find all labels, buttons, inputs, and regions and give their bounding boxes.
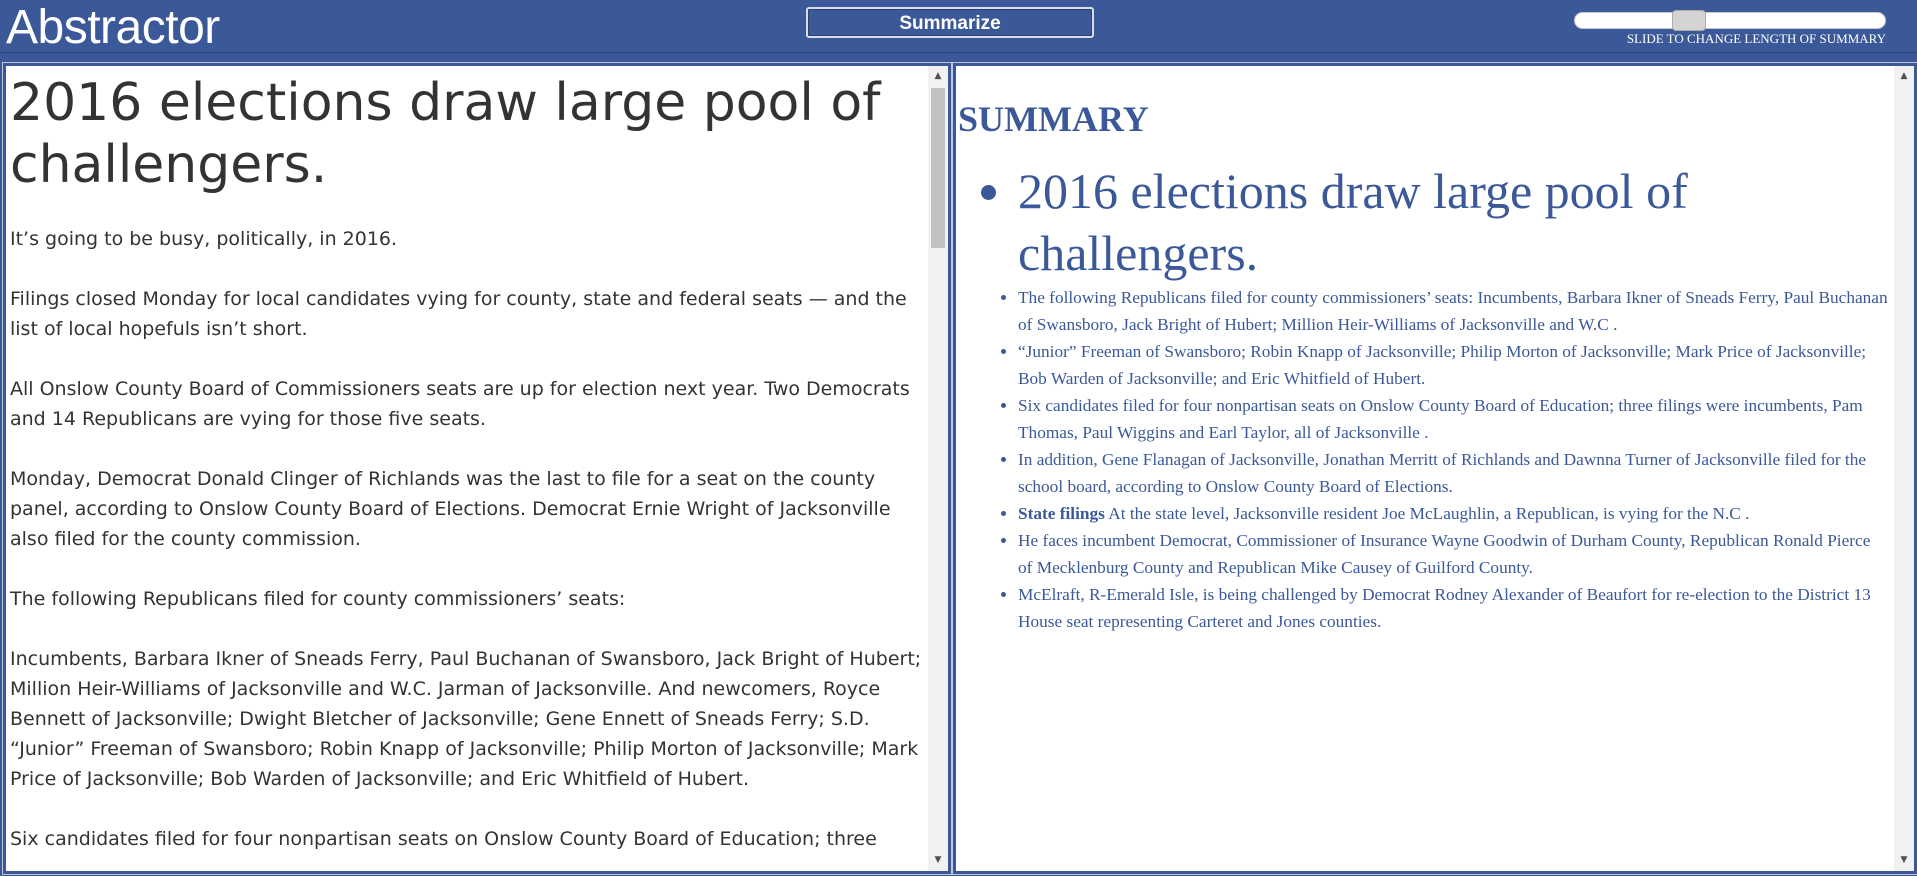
summary-scrollbar[interactable]: ▲ ▼ [1894,66,1914,871]
summary-list: 2016 elections draw large pool of challe… [958,160,1888,635]
summary-item: The following Republicans filed for coun… [1018,284,1888,338]
summary-item: He faces incumbent Democrat, Commissione… [1018,527,1888,581]
article-paragraph: All Onslow County Board of Commissioners… [10,378,910,430]
article-headline: 2016 elections draw large pool of challe… [10,73,881,195]
summarize-button[interactable]: Summarize [806,7,1094,38]
summary-item: State filings At the state level, Jackso… [1018,500,1888,527]
article-paragraph: Filings closed Monday for local candidat… [10,288,907,340]
article-scrollbar[interactable]: ▲ ▼ [928,66,948,871]
slider-handle[interactable] [1672,10,1706,31]
article-panel[interactable]: 2016 elections draw large pool of challe… [3,63,951,874]
summary-length-slider[interactable] [1574,10,1886,31]
article-paragraph: Monday, Democrat Donald Clinger of Richl… [10,468,891,550]
article-paragraph: Six candidates filed for four nonpartisa… [10,828,877,850]
summary-content: SUMMARY 2016 elections draw large pool o… [958,66,1888,635]
scroll-up-icon[interactable]: ▲ [934,71,942,81]
scroll-down-icon[interactable]: ▼ [934,855,942,865]
scroll-up-icon[interactable]: ▲ [1900,71,1908,81]
top-bar: Abstractor Summarize SLIDE TO CHANGE LEN… [0,0,1917,54]
scroll-down-icon[interactable]: ▼ [1900,855,1908,865]
summary-item-text: At the state level, Jacksonville residen… [1108,504,1750,523]
article-paragraph: Incumbents, Barbara Ikner of Sneads Ferr… [10,648,922,790]
summary-item: “Junior” Freeman of Swansboro; Robin Kna… [1018,338,1888,392]
article-paragraph: It’s going to be busy, politically, in 2… [10,228,398,250]
summary-bold-prefix: State filings [1018,504,1105,523]
article-paragraph: The following Republicans filed for coun… [10,588,626,610]
app-title: Abstractor [6,1,220,54]
summary-item: Six candidates filed for four nonpartisa… [1018,392,1888,446]
summary-item: McElraft, R-Emerald Isle, is being chall… [1018,581,1888,635]
summary-item: In addition, Gene Flanagan of Jacksonvil… [1018,446,1888,500]
slider-caption: SLIDE TO CHANGE LENGTH OF SUMMARY [1626,31,1886,46]
summary-heading: SUMMARY [958,99,1149,139]
article-content: 2016 elections draw large pool of challe… [10,66,930,871]
summary-headline: 2016 elections draw large pool of challe… [1018,160,1888,284]
scroll-thumb[interactable] [931,88,945,248]
summary-panel[interactable]: SUMMARY 2016 elections draw large pool o… [953,63,1917,874]
